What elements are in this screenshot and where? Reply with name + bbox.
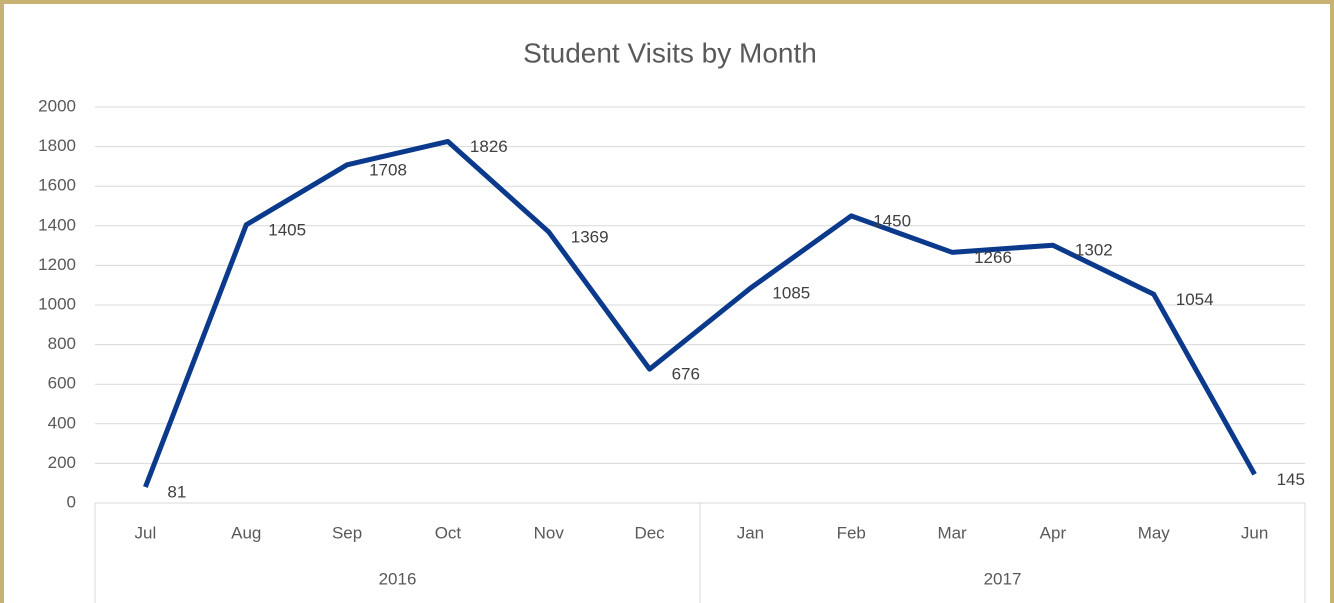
- data-label: 1302: [1075, 241, 1113, 260]
- y-tick-label: 1400: [38, 215, 76, 234]
- data-label: 1266: [974, 248, 1012, 267]
- y-tick-label: 1600: [38, 176, 76, 195]
- data-label: 676: [672, 365, 700, 384]
- x-tick-label: Sep: [332, 523, 362, 542]
- data-label: 1054: [1176, 290, 1214, 309]
- chart-title: Student Visits by Month: [523, 37, 817, 68]
- group-label: 2016: [379, 569, 417, 588]
- group-label: 2017: [984, 569, 1022, 588]
- x-tick-label: May: [1138, 523, 1171, 542]
- y-tick-label: 800: [48, 334, 76, 353]
- data-label: 1405: [268, 220, 306, 239]
- y-tick-label: 1000: [38, 294, 76, 313]
- data-label: 1085: [772, 284, 810, 303]
- y-tick-label: 2000: [38, 96, 76, 115]
- y-tick-label: 0: [67, 492, 76, 511]
- x-tick-label: Jun: [1241, 523, 1268, 542]
- data-label: 1708: [369, 160, 407, 179]
- data-label: 145: [1277, 470, 1305, 489]
- x-tick-label: Nov: [534, 523, 565, 542]
- y-tick-label: 1800: [38, 136, 76, 155]
- x-tick-label: Dec: [634, 523, 665, 542]
- y-tick-label: 1200: [38, 255, 76, 274]
- x-tick-label: Jul: [135, 523, 157, 542]
- y-tick-label: 400: [48, 413, 76, 432]
- y-tick-label: 200: [48, 453, 76, 472]
- x-tick-label: Mar: [937, 523, 967, 542]
- data-label: 1826: [470, 137, 508, 156]
- x-tick-label: Feb: [837, 523, 866, 542]
- x-tick-label: Aug: [231, 523, 261, 542]
- x-tick-label: Apr: [1040, 523, 1067, 542]
- x-tick-label: Oct: [435, 523, 462, 542]
- data-label: 1450: [873, 211, 911, 230]
- line-series: [143, 138, 1257, 488]
- x-tick-label: Jan: [737, 523, 764, 542]
- data-label: 81: [167, 482, 186, 501]
- y-tick-label: 600: [48, 374, 76, 393]
- data-label: 1369: [571, 227, 609, 246]
